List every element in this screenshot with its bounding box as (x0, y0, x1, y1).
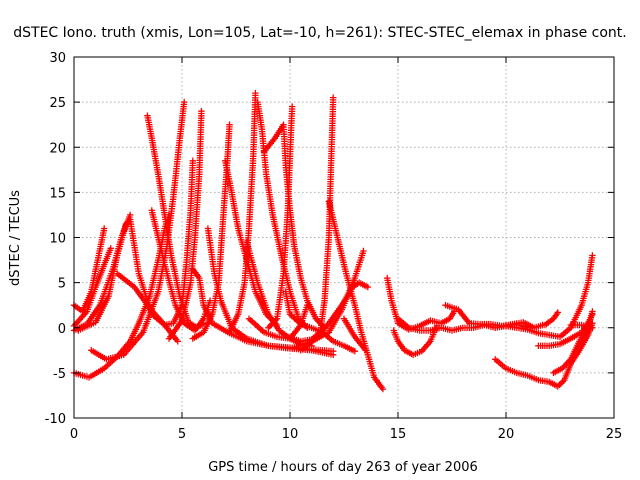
x-tick-label: 25 (606, 427, 623, 442)
x-axis-label: GPS time / hours of day 263 of year 2006 (208, 460, 478, 475)
y-axis-label: dSTEC / TECUs (8, 190, 23, 286)
y-tick-label: 5 (58, 277, 66, 292)
satellite-track (567, 321, 596, 331)
y-tick-label: 10 (49, 232, 66, 247)
y-tick-label: 30 (49, 51, 66, 66)
chart-title: dSTEC Iono. truth (xmis, Lon=105, Lat=-1… (13, 25, 626, 41)
y-tick-label: -5 (53, 367, 66, 382)
x-tick-label: 20 (498, 427, 515, 442)
satellite-track (502, 252, 596, 340)
satellite-track (204, 225, 337, 355)
satellite-track (492, 320, 596, 390)
y-tick-label: -10 (45, 412, 66, 427)
satellite-track (226, 89, 259, 336)
satellite-track (384, 274, 458, 333)
data-series (70, 89, 596, 393)
satellite-track (148, 207, 214, 334)
x-tick-label: 15 (390, 427, 407, 442)
y-tick-label: 15 (49, 186, 66, 201)
y-tick-label: 20 (49, 141, 66, 156)
x-tick-label: 5 (178, 427, 186, 442)
x-tick-label: 0 (70, 427, 78, 442)
satellite-track (265, 103, 296, 331)
satellite-track (144, 112, 207, 331)
satellite-track (260, 121, 328, 331)
y-tick-label: 0 (58, 322, 66, 337)
axis-ticks: 0 5 10 15 20 25 -10 -5 0 5 10 15 20 25 30 (45, 51, 623, 442)
x-tick-label: 10 (282, 427, 299, 442)
satellite-track (325, 198, 387, 393)
satellite-track (165, 108, 205, 342)
grid (74, 57, 614, 418)
satellite-track (541, 309, 561, 329)
satellite-track (340, 315, 369, 354)
y-tick-label: 25 (49, 96, 66, 111)
